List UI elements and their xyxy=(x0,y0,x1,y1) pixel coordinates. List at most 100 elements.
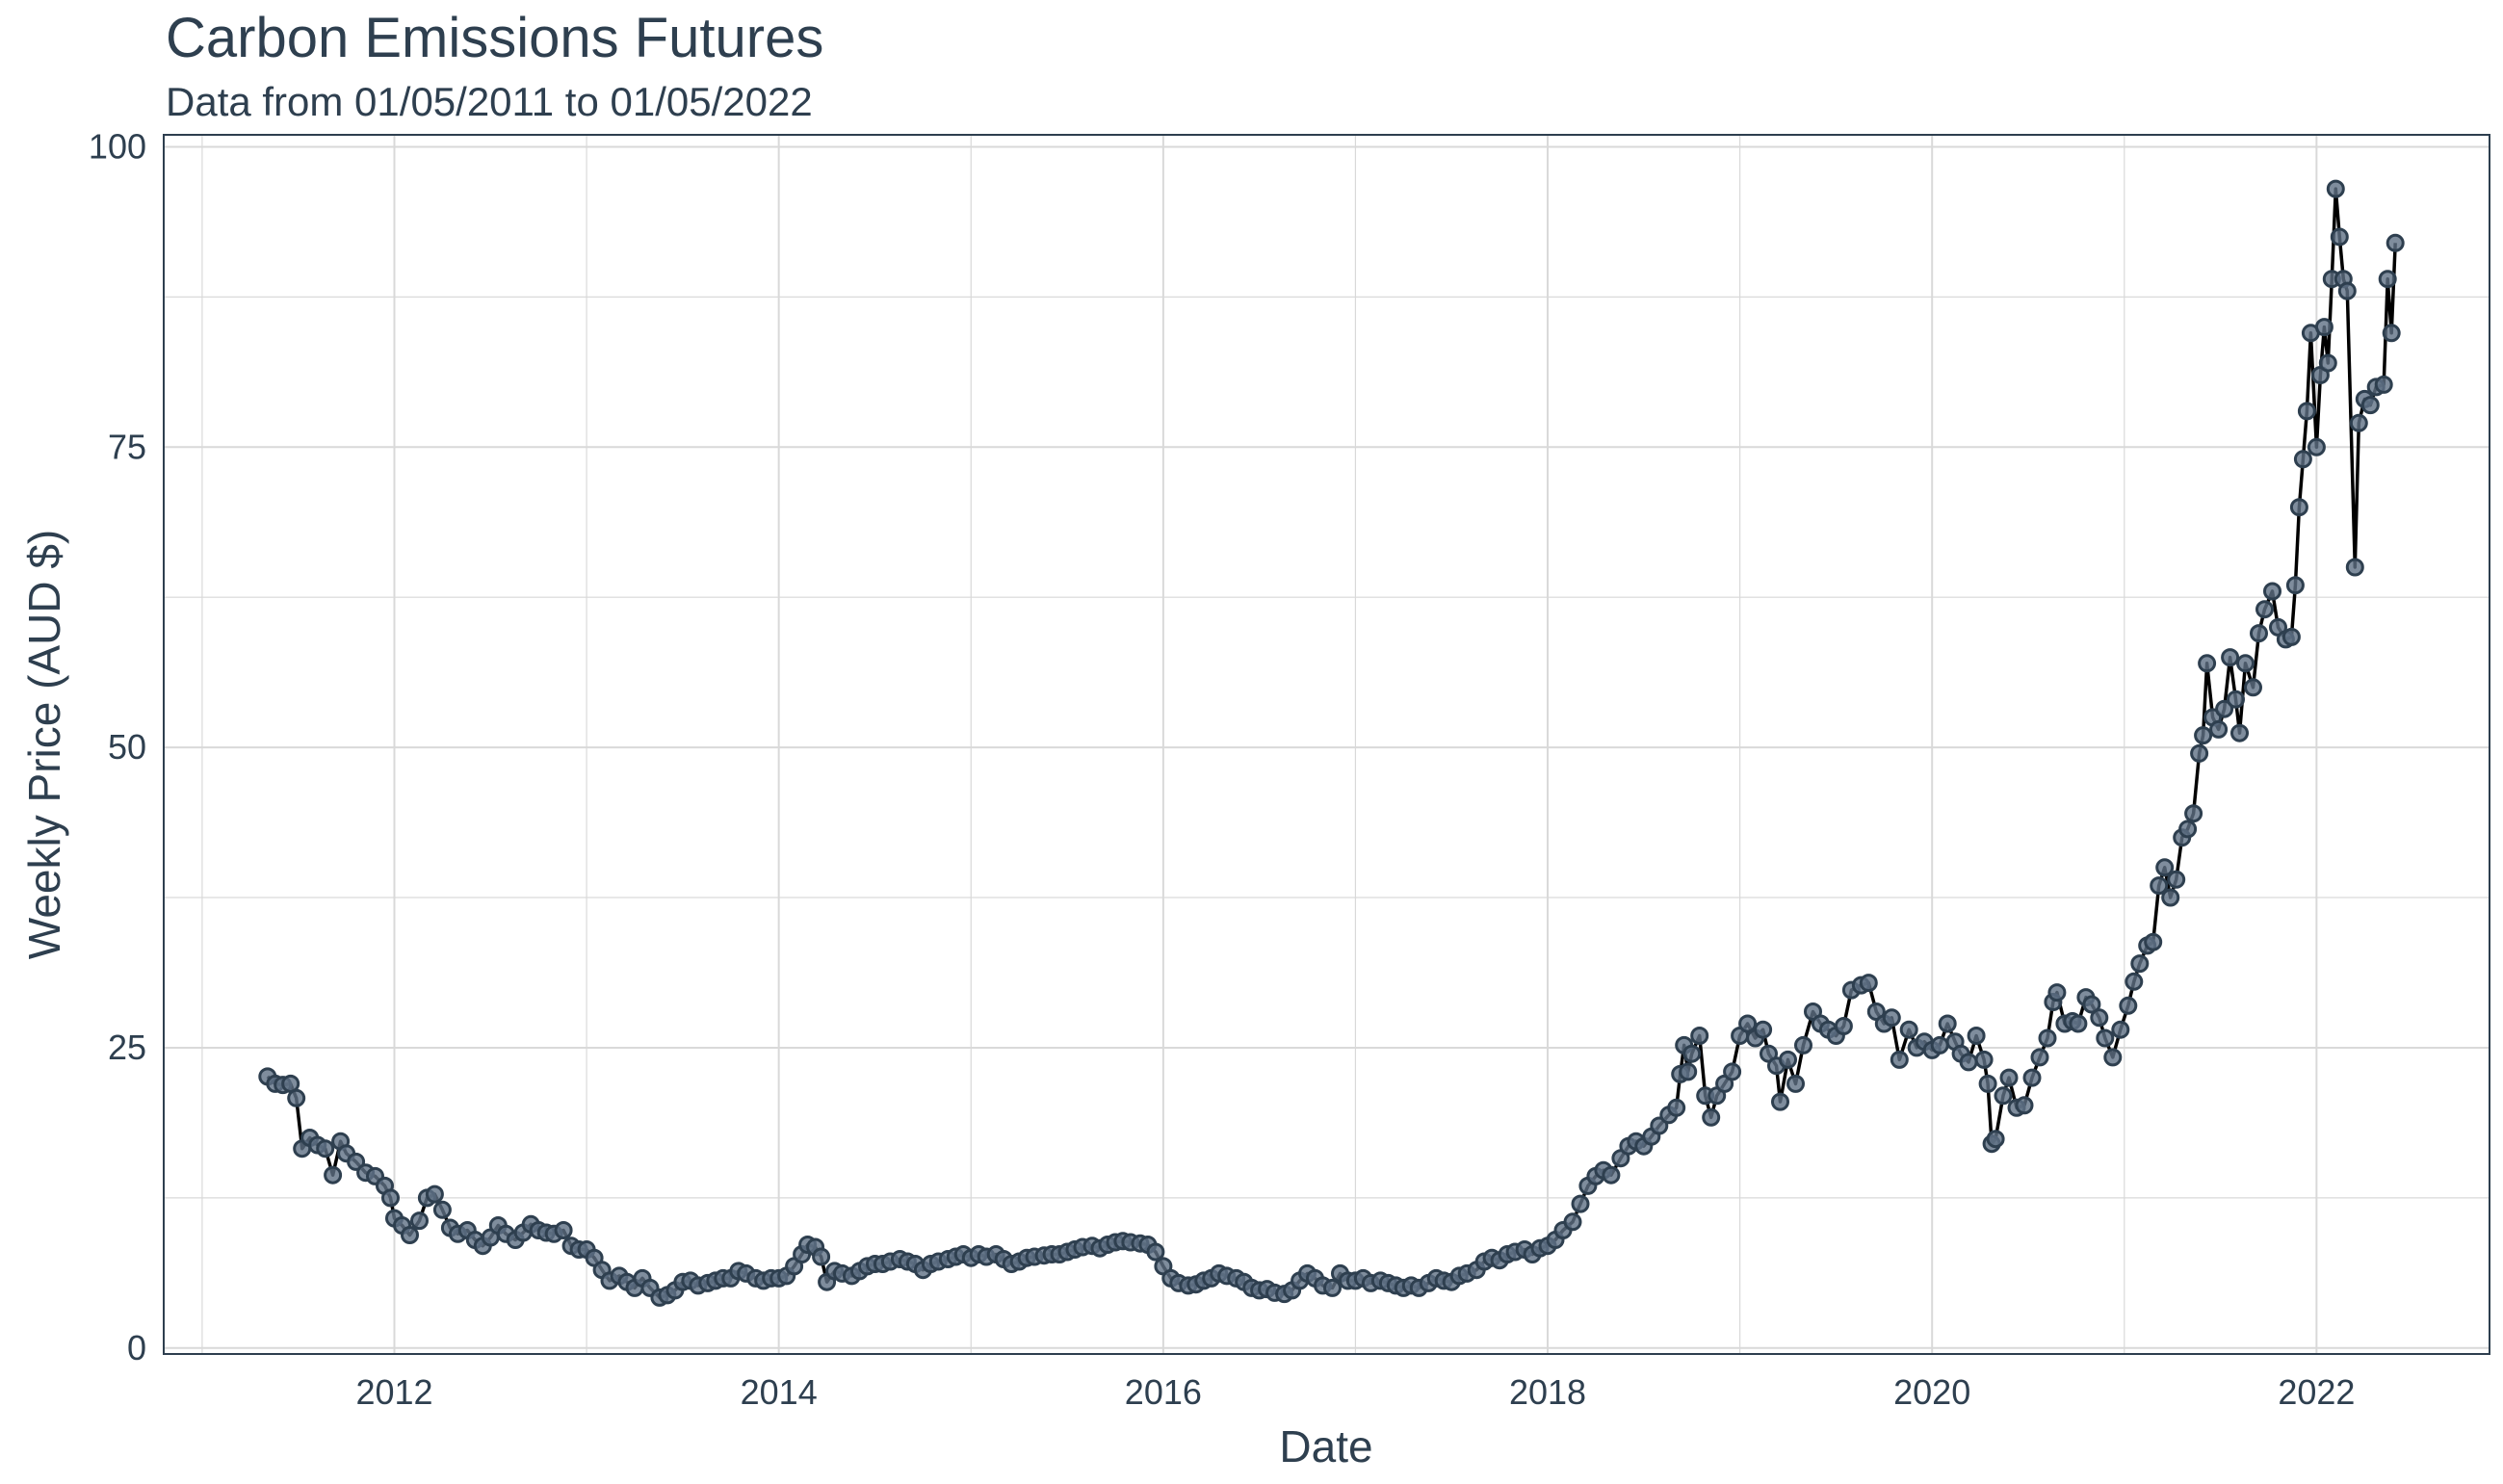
x-tick-label: 2022 xyxy=(2278,1372,2355,1412)
y-tick-label: 75 xyxy=(108,427,146,466)
data-point xyxy=(1146,1242,1165,1262)
data-point xyxy=(2289,498,2308,517)
data-point xyxy=(2209,719,2229,739)
data-point xyxy=(324,1165,343,1185)
x-tick-label: 2020 xyxy=(1893,1372,1970,1412)
chart-title: Carbon Emissions Futures xyxy=(166,7,824,69)
data-point xyxy=(1794,1035,1812,1054)
plot-border xyxy=(163,134,2490,1355)
data-point xyxy=(2178,820,2198,839)
data-point xyxy=(2150,876,2169,896)
data-point xyxy=(2096,1028,2115,1048)
data-point xyxy=(2378,270,2397,289)
data-point xyxy=(2382,324,2401,343)
data-point xyxy=(2244,678,2262,697)
data-point xyxy=(1974,1050,1994,1069)
data-point xyxy=(1978,1074,1997,1093)
data-point xyxy=(2345,558,2364,577)
data-point xyxy=(812,1247,831,1266)
data-point xyxy=(2022,1068,2042,1087)
data-point xyxy=(2215,699,2234,718)
data-point xyxy=(2221,648,2240,667)
data-point xyxy=(2198,654,2217,673)
data-point xyxy=(2330,227,2349,247)
data-point xyxy=(1779,1050,1797,1069)
x-axis-title: Date xyxy=(1279,1421,1372,1471)
data-point xyxy=(1786,1074,1805,1093)
data-point xyxy=(2082,995,2101,1014)
data-point xyxy=(1994,1086,2013,1106)
x-tick-label: 2018 xyxy=(1509,1372,1586,1412)
data-point xyxy=(425,1185,444,1204)
data-point xyxy=(2030,1048,2049,1067)
y-tick-label: 0 xyxy=(127,1328,146,1367)
y-tick-label: 25 xyxy=(108,1028,146,1067)
data-point xyxy=(2194,726,2213,745)
data-point xyxy=(2167,870,2186,889)
data-point xyxy=(2090,1008,2109,1028)
data-point xyxy=(1754,1020,1773,1039)
y-tick-label: 100 xyxy=(89,126,146,166)
chart-subtitle: Data from 01/05/2011 to 01/05/2022 xyxy=(166,79,813,124)
data-point xyxy=(1882,1008,1901,1028)
y-tick-label: 50 xyxy=(108,727,146,767)
data-point xyxy=(2130,954,2150,974)
data-point xyxy=(287,1088,306,1107)
data-point xyxy=(401,1226,419,1244)
data-point xyxy=(2360,396,2380,415)
data-point xyxy=(2374,375,2393,394)
x-tick-label: 2016 xyxy=(1125,1372,1202,1412)
data-point xyxy=(2250,624,2268,643)
data-point xyxy=(1682,1044,1702,1063)
data-point xyxy=(2281,627,2301,646)
data-point xyxy=(2255,600,2274,619)
data-point xyxy=(410,1211,429,1231)
data-point xyxy=(2184,804,2203,823)
data-point xyxy=(1667,1098,1686,1117)
data-point xyxy=(2125,972,2144,991)
data-point xyxy=(2047,983,2067,1002)
data-point xyxy=(1571,1194,1590,1213)
data-point xyxy=(2263,582,2281,601)
series-points xyxy=(258,179,2405,1307)
data-point xyxy=(1323,1278,1342,1297)
data-point xyxy=(2227,690,2245,709)
data-point xyxy=(432,1200,452,1219)
data-point xyxy=(2111,1020,2130,1039)
data-point xyxy=(2318,353,2337,373)
data-point xyxy=(1834,1017,1853,1035)
data-point xyxy=(1771,1092,1789,1111)
data-point xyxy=(2236,654,2255,673)
data-point xyxy=(1959,1053,1978,1072)
data-point xyxy=(1890,1050,1909,1069)
y-axis-ticks: 0 25 50 75 100 xyxy=(89,126,146,1367)
data-point xyxy=(1602,1165,1621,1185)
data-point xyxy=(381,1188,400,1208)
data-point xyxy=(1702,1107,1721,1127)
data-point xyxy=(1999,1068,2019,1087)
data-point xyxy=(2349,413,2368,432)
x-tick-label: 2014 xyxy=(741,1372,818,1412)
y-axis-title: Weekly Price (AUD $) xyxy=(19,530,69,959)
data-point xyxy=(1738,1014,1758,1033)
x-axis-ticks: 2012 2014 2016 2018 2020 2022 xyxy=(355,1372,2355,1412)
data-point xyxy=(2314,318,2334,337)
data-point xyxy=(2119,996,2138,1015)
data-point xyxy=(2015,1096,2034,1115)
data-point xyxy=(1938,1014,1957,1033)
data-point xyxy=(2038,1028,2057,1048)
data-point xyxy=(2326,179,2345,198)
data-point xyxy=(2307,437,2326,456)
data-point xyxy=(2144,932,2163,951)
data-point xyxy=(2293,450,2312,469)
data-point xyxy=(1930,1035,1949,1054)
data-point xyxy=(2155,858,2175,877)
data-point xyxy=(1723,1062,1742,1081)
data-point xyxy=(316,1139,335,1159)
data-point xyxy=(1859,974,1878,993)
data-point xyxy=(1679,1062,1698,1081)
data-point xyxy=(1899,1020,1918,1039)
data-point xyxy=(2069,1014,2088,1033)
data-point xyxy=(2337,281,2357,300)
